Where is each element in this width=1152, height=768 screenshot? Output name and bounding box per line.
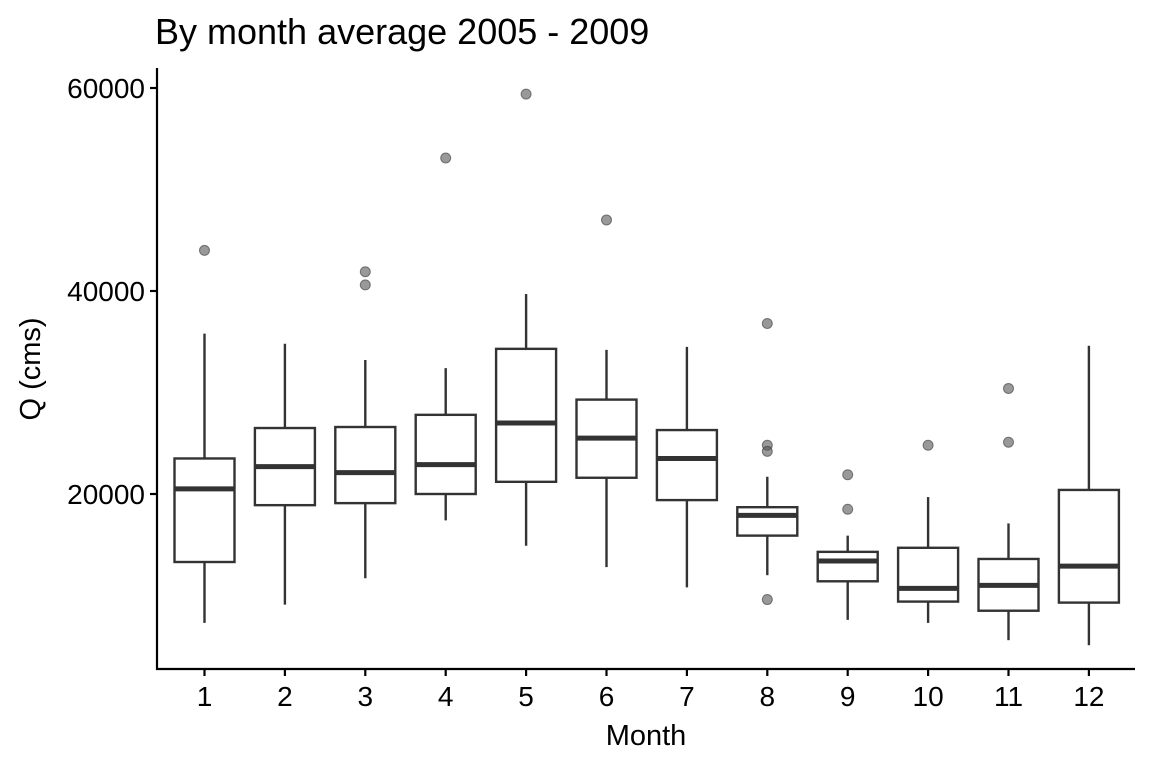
outlier-point <box>842 469 854 481</box>
outlier-point <box>1003 382 1014 394</box>
box-month-12 <box>1057 345 1121 646</box>
y-tick-label: 40000 <box>67 276 145 307</box>
x-tick-label: 9 <box>840 681 856 712</box>
outlier-point <box>199 244 210 256</box>
outlier-point <box>761 317 773 329</box>
y-tick-label: 60000 <box>67 73 145 104</box>
chart-title: By month average 2005 - 2009 <box>155 11 649 52</box>
x-tick-label: 7 <box>679 681 695 712</box>
box-month-5 <box>494 88 558 546</box>
box-month-3 <box>334 266 397 579</box>
box-iqr <box>173 457 236 564</box>
outlier-point <box>922 439 934 451</box>
box-month-2 <box>253 343 317 605</box>
outlier-point <box>440 152 452 164</box>
x-tick-label: 10 <box>913 681 944 712</box>
y-axis: 20000 40000 60000 <box>67 73 157 510</box>
x-tick-label: 5 <box>518 681 534 712</box>
x-tick-label: 8 <box>760 681 776 712</box>
box-month-10 <box>896 439 960 623</box>
outlier-point <box>1003 436 1014 448</box>
y-tick-label: 20000 <box>67 479 145 510</box>
outlier-point <box>761 594 773 606</box>
outlier-point <box>359 279 371 291</box>
x-axis: 1 2 3 4 5 6 7 8 9 10 11 12 <box>197 669 1104 712</box>
box-month-1 <box>173 244 236 623</box>
box-month-6 <box>575 214 638 568</box>
x-axis-title: Month <box>606 720 687 752</box>
outlier-point <box>842 503 854 515</box>
box-month-8 <box>736 317 799 606</box>
x-tick-label: 2 <box>277 681 293 712</box>
box-iqr <box>494 347 558 484</box>
x-tick-label: 4 <box>438 681 454 712</box>
outlier-point <box>761 445 773 457</box>
plot-area <box>173 88 1121 646</box>
x-tick-label: 12 <box>1073 681 1104 712</box>
box-iqr <box>896 546 960 603</box>
outlier-point <box>601 214 612 226</box>
box-iqr <box>1057 488 1121 604</box>
box-month-4 <box>414 152 477 521</box>
x-tick-label: 1 <box>197 681 213 712</box>
outlier-point <box>359 266 371 278</box>
y-axis-title: Q (cms) <box>15 317 47 420</box>
x-tick-label: 6 <box>599 681 615 712</box>
box-month-11 <box>977 382 1040 641</box>
x-tick-label: 11 <box>994 681 1023 712</box>
box-month-7 <box>655 346 719 588</box>
box-iqr <box>816 550 879 583</box>
box-iqr <box>736 505 799 537</box>
box-iqr <box>334 425 397 505</box>
outlier-point <box>520 88 532 100</box>
box-iqr <box>414 413 477 496</box>
box-month-9 <box>816 469 879 620</box>
x-tick-label: 3 <box>358 681 374 712</box>
box-iqr <box>655 428 719 502</box>
